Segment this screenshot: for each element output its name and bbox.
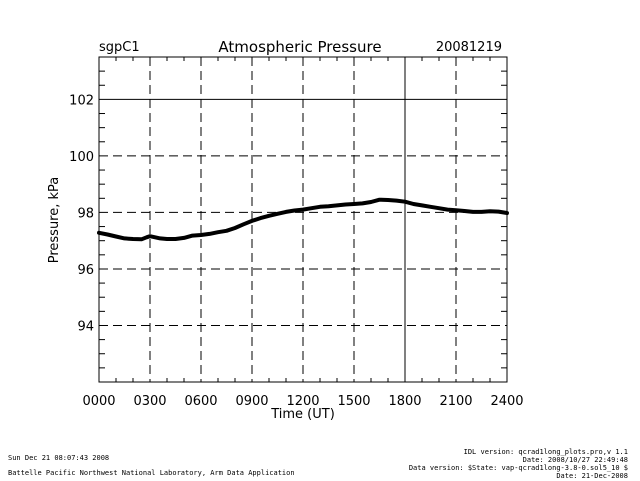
footer-data-date: Date: 21-Dec-2008	[556, 472, 628, 480]
x-tick-labels: 0000 0300 0600 0900 1200 1500 1800 2100 2400	[82, 394, 523, 409]
footer-data-version: Data version: $State: vap-qcrad1long-3.8…	[408, 464, 628, 472]
footer-timestamp: Sun Dec 21 08:07:43 2008	[8, 454, 110, 462]
x-tick-label: 2100	[439, 394, 472, 409]
y-axis-label: Pressure, kPa	[47, 177, 62, 264]
x-tick-label: 0300	[133, 394, 166, 409]
x-tick-label: 0000	[82, 394, 115, 409]
x-axis-label: Time (UT)	[270, 407, 335, 422]
footer-idl-version: IDL version: qcrad1long_plots.pro,v 1.1	[463, 448, 628, 456]
y-tick-label: 96	[77, 263, 94, 278]
x-tick-label: 1500	[337, 394, 370, 409]
y-tick-label: 94	[77, 319, 94, 334]
chart-title: Atmospheric Pressure	[218, 38, 381, 56]
footer-idl-date: Date: 2008/10/27 22:49:48	[522, 456, 628, 464]
x-tick-label: 1800	[388, 394, 421, 409]
footer-lab: Battelle Pacific Northwest National Labo…	[8, 469, 295, 477]
x-tick-label: 2400	[490, 394, 523, 409]
y-tick-label: 102	[69, 93, 94, 108]
plot-frame	[98, 56, 508, 383]
y-tick-label: 100	[69, 150, 94, 165]
site-label: sgpC1	[99, 40, 140, 55]
grid-lines	[99, 57, 507, 382]
pressure-series-line	[97, 197, 509, 242]
x-tick-label: 0600	[184, 394, 217, 409]
y-tick-labels: 94 96 98 100 102	[69, 93, 94, 334]
x-tick-label: 1200	[286, 394, 319, 409]
x-tick-label: 0900	[235, 394, 268, 409]
date-label: 20081219	[436, 40, 502, 55]
axis-ticks	[99, 56, 507, 382]
y-tick-label: 98	[77, 206, 94, 221]
